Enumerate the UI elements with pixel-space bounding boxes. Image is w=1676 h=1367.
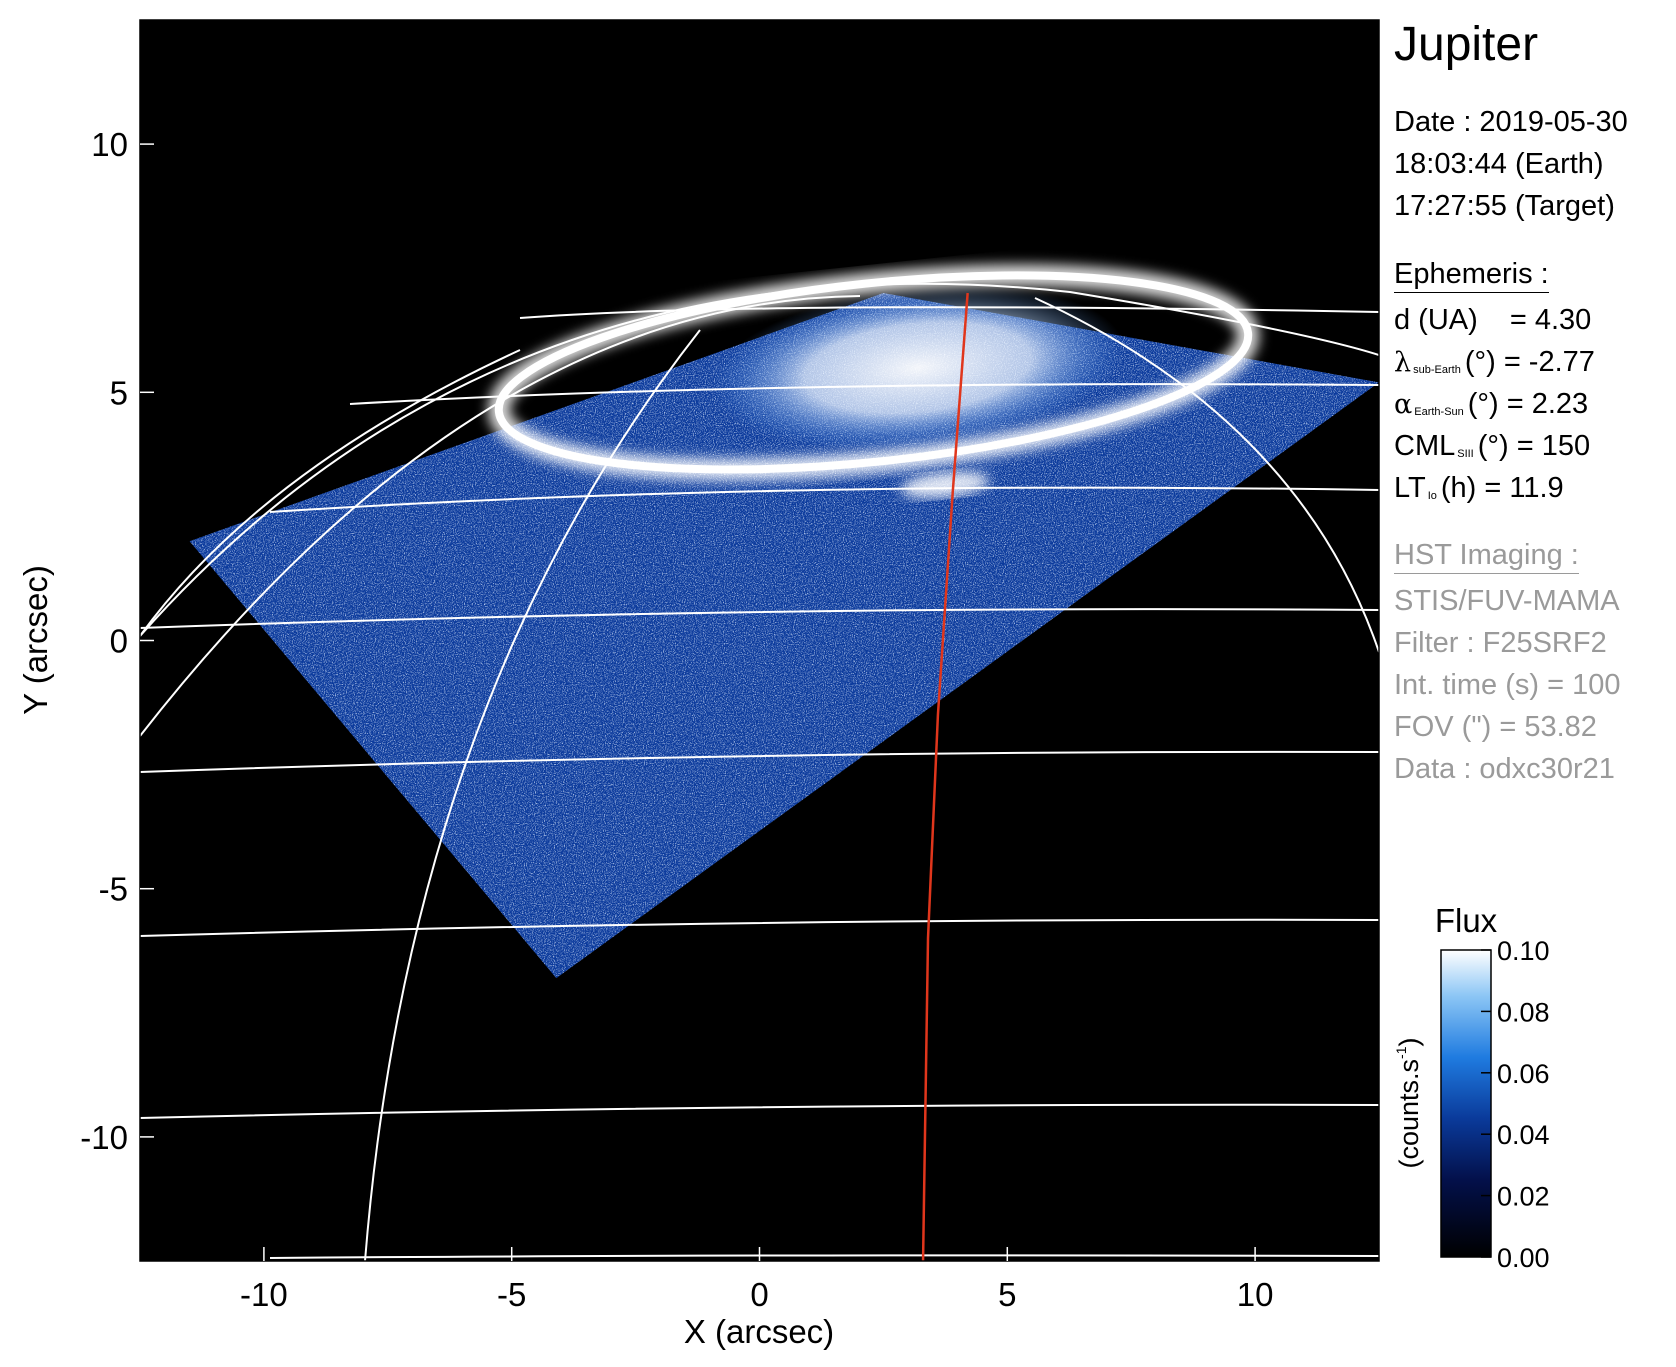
ephemeris-distance: d (UA) = 4.30 [1394,306,1591,335]
lambda-symbol: λ [1394,347,1412,378]
date-line: Date : 2019-05-30 [1394,106,1628,138]
colorbar-title: Flux [1435,902,1498,939]
latitude-line-5 [269,1254,1379,1259]
hst-filter: Filter : F25SRF2 [1394,627,1607,659]
x-tick-label-3: 5 [998,1276,1016,1313]
hst-data-id: Data : odxc30r21 [1394,753,1615,785]
colorbar-tick-label-0: 0.00 [1497,1243,1550,1273]
latitude-line-8 [519,306,1379,319]
lambda-value: = -2.77 [1503,346,1595,378]
aurora-inner-glow [711,285,1125,451]
colorbar-tick-label-5: 0.10 [1497,936,1550,966]
longitude-line-2 [140,295,861,737]
colorbar-tick-label-4: 0.08 [1497,997,1550,1027]
ephemeris-phase-angle: α Earth-Sun (°) = 2.23 [1394,390,1588,419]
ephemeris-cml: CML SIII (°) = 150 [1394,432,1590,461]
plot-area: -10 -5 0 5 10 -10 -5 0 5 10 X (arcsec) Y (arcsec… [17,19,1380,1350]
x-tick-label-4: 10 [1237,1276,1274,1313]
x-tick-label-1: -5 [497,1276,526,1313]
colorbar-gradient [1440,949,1492,1258]
cml-unit: (°) [1477,430,1509,462]
y-axis-label: Y (arcsec) [17,565,54,715]
x-axis-label: X (arcsec) [684,1313,834,1350]
lambda-unit: (°) [1464,346,1496,378]
longitude-line-1 [140,282,1379,637]
ephemeris-heading: Ephemeris : [1394,260,1549,293]
auroral-emission [487,264,1260,498]
hst-instrument: STIS/FUV-MAMA [1394,585,1620,617]
cml-value: = 150 [1516,430,1591,462]
colorbar-ticks: 0.00 0.02 0.04 0.06 0.08 0.10 [1481,936,1550,1273]
hst-int-time: Int. time (s) = 100 [1394,669,1621,701]
ephemeris-sub-earth-lat: λ sub-Earth (°) = -2.77 [1394,348,1595,377]
colorbar-tick-label-2: 0.04 [1497,1120,1550,1150]
colorbar: Flux 0.00 0.02 0.04 0.06 0.08 0.10 (counts.s-… [1393,902,1550,1273]
alpha-unit: (°) [1467,388,1499,420]
detector-noise [189,293,1379,979]
longitude-line-3 [364,329,701,1261]
hst-fov: FOV (") = 53.82 [1394,711,1597,743]
latitude-line-4 [140,1103,1379,1119]
colorbar-tick-label-1: 0.02 [1497,1182,1550,1212]
lat-lon-grid [140,282,1379,1261]
alpha-symbol: α [1394,389,1413,420]
colorbar-unit-close: ) [1394,1038,1424,1047]
hst-heading: HST Imaging : [1394,541,1579,574]
alpha-value: = 2.23 [1506,388,1589,420]
io-footprint-track [921,292,969,1261]
ephemeris-lt-io: LT Io (h) = 11.9 [1394,474,1564,503]
colorbar-unit-exponent: -1 [1393,1046,1409,1059]
longitude-line-4 [1034,297,1379,653]
latitude-line-6 [269,486,1379,513]
cml-subscript: SIII [1457,448,1474,460]
aurora-oval-core [494,271,1253,474]
y-tick-label-2: 0 [110,623,128,660]
y-tick-label-3: 5 [110,374,128,411]
distance-label: d (UA) [1394,304,1478,336]
target-time: 17:27:55 (Target) [1394,190,1615,222]
distance-value: = 4.30 [1509,304,1592,336]
colorbar-unit-label: (counts.s-1) [1393,1038,1424,1169]
y-tick-label-1: -5 [99,871,128,908]
alpha-subscript: Earth-Sun [1414,406,1464,418]
latitude-line-2 [140,750,1379,773]
lt-symbol: LT [1394,472,1426,504]
y-axis-ticks: -10 -5 0 5 10 [80,126,154,1156]
x-axis-ticks: -10 -5 0 5 10 [240,1247,1273,1313]
longitude-line-5 [140,349,521,637]
y-tick-label-4: 10 [91,126,128,163]
latitude-line-3 [140,918,1379,937]
latitude-line-7 [349,383,1379,405]
latitude-line-1 [140,608,1379,629]
lt-unit: (h) [1440,472,1477,504]
earth-time: 18:03:44 (Earth) [1394,148,1604,180]
x-tick-label-0: -10 [240,1276,288,1313]
cml-symbol: CML [1394,430,1456,462]
lt-subscript: Io [1427,490,1437,502]
panel-title: Jupiter [1394,18,1539,71]
x-tick-label-2: 0 [750,1276,768,1313]
lt-value: = 11.9 [1484,472,1564,504]
io-spot [900,471,990,498]
y-tick-label-0: -10 [80,1119,128,1156]
colorbar-tick-label-3: 0.06 [1497,1059,1550,1089]
lambda-subscript: sub-Earth [1413,364,1461,376]
